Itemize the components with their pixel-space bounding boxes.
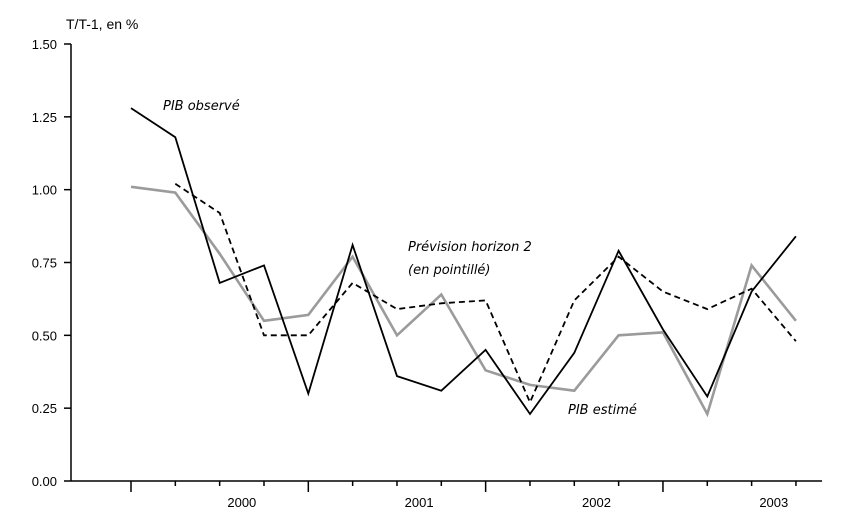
x-year-label: 2000 <box>227 495 256 510</box>
x-year-label: 2002 <box>582 495 611 510</box>
y-tick-label: 0.00 <box>32 474 57 489</box>
x-year-label: 2003 <box>759 495 788 510</box>
y-tick-label: 0.50 <box>32 328 57 343</box>
y-axis: 0.00 0.25 0.50 0.75 1.00 1.25 1.50 <box>32 37 72 489</box>
annotation-pib-observe: PIB observé <box>163 99 240 114</box>
x-year-label: 2001 <box>405 495 434 510</box>
y-tick-label: 0.25 <box>32 401 57 416</box>
y-tick-label: 1.25 <box>32 110 57 125</box>
annotation-en-pointille: (en pointillé) <box>408 263 491 278</box>
y-tick-label: 0.75 <box>32 256 57 271</box>
y-axis-unit-label: T/T-1, en % <box>66 16 138 32</box>
series-layer <box>130 107 797 418</box>
annotation-prevision-horizon: Prévision horizon 2 <box>408 240 532 255</box>
annotation-pib-estime: PIB estimé <box>568 403 637 418</box>
x-axis: 2000 2001 2002 2003 <box>71 480 822 510</box>
series-line-pib-observe <box>130 107 797 416</box>
y-tick-label: 1.00 <box>32 183 57 198</box>
series-line-pib-estime <box>130 185 797 418</box>
y-tick-label: 1.50 <box>32 37 57 52</box>
